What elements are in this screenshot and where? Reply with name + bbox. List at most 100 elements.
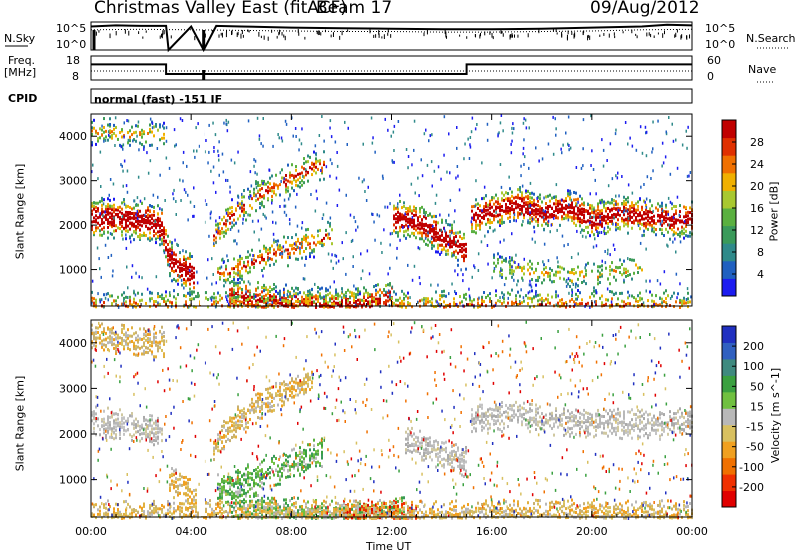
echo-cell [177,493,179,497]
echo-cell [285,302,287,306]
scatter-cell [538,159,540,163]
scatter-cell [508,175,510,179]
scatter-cell [621,175,623,178]
echo-cell [153,205,155,209]
echo-cell [635,208,637,212]
echo-cell [537,212,539,216]
echo-cell [113,346,115,350]
echo-cell [403,292,405,296]
echo-cell [143,218,145,222]
echo-cell [601,268,603,272]
echo-cell [93,430,95,434]
echo-cell [513,196,515,200]
echo-cell [419,237,421,241]
echo-cell [327,220,329,224]
echo-cell [435,238,437,242]
echo-cell [287,289,289,293]
echo-cell [517,215,519,219]
echo-cell [453,239,455,243]
echo-cell [245,255,247,259]
scatter-cell [254,295,257,299]
echo-cell [193,502,195,506]
scatter-cell [137,120,140,124]
echo-cell [481,221,483,225]
echo-cell [177,278,179,282]
echo-cell [243,407,245,411]
echo-cell [193,286,195,290]
echo-cell [229,281,231,285]
echo-cell [167,250,169,254]
echo-cell [393,207,395,211]
scatter-cell [302,277,305,281]
echo-cell [239,260,241,264]
noise-tick-left-bottom: 10^0 [56,38,87,51]
scatter-cell [672,216,675,219]
echo-cell [671,294,673,298]
echo-cell [119,422,121,426]
echo-cell [527,302,529,306]
scatter-cell [455,231,457,235]
scatter-cell [396,205,399,209]
echo-cell [545,195,547,199]
echo-cell [97,326,99,330]
scatter-cell [285,122,288,126]
echo-cell [549,278,551,282]
echo-cell [603,229,605,233]
echo-cell [547,215,549,219]
echo-cell [545,202,547,206]
echo-cell [623,202,625,206]
echo-cell [609,219,611,223]
scatter-cell [410,182,413,186]
echo-cell [253,402,255,406]
echo-cell [417,218,419,222]
echo-cell [123,425,125,429]
scatter-cell [502,129,504,133]
echo-cell [421,226,423,230]
scatter-cell [215,230,218,234]
echo-cell [497,213,499,217]
echo-cell [261,290,263,294]
echo-cell [587,301,589,305]
scatter-cell [657,119,659,123]
scatter-cell [390,134,392,138]
scatter-cell [414,191,416,195]
echo-cell [103,226,105,230]
echo-cell [595,227,597,231]
echo-cell [97,221,99,225]
echo-cell [259,293,261,297]
scatter-cell [91,301,93,305]
echo-cell [567,210,569,214]
echo-cell [91,212,93,216]
scatter-cell [127,138,130,142]
freq-line [91,63,692,75]
echo-cell [641,268,643,272]
scatter-cell [445,221,447,225]
echo-cell [133,426,135,430]
scatter-cell [207,258,209,262]
echo-cell [291,163,293,167]
echo-cell [267,391,269,395]
echo-cell [537,223,539,227]
echo-cell [607,225,609,229]
scatter-cell [454,290,456,294]
echo-cell [687,214,689,218]
echo-cell [111,133,113,137]
echo-cell [331,302,333,306]
echo-cell [439,234,441,238]
echo-cell [249,293,251,297]
scatter-cell [389,266,391,270]
echo-cell [299,251,301,255]
echo-cell [217,482,219,486]
echo-cell [301,300,303,304]
echo-cell [231,206,233,210]
scatter-cell [574,285,577,289]
echo-cell [365,288,367,292]
echo-cell [217,437,219,441]
scatter-cell [226,179,229,182]
echo-cell [167,305,169,309]
scatter-cell [218,226,220,230]
echo-cell [305,375,307,379]
echo-cell [443,289,445,293]
echo-cell [579,220,581,224]
echo-cell [303,391,305,395]
